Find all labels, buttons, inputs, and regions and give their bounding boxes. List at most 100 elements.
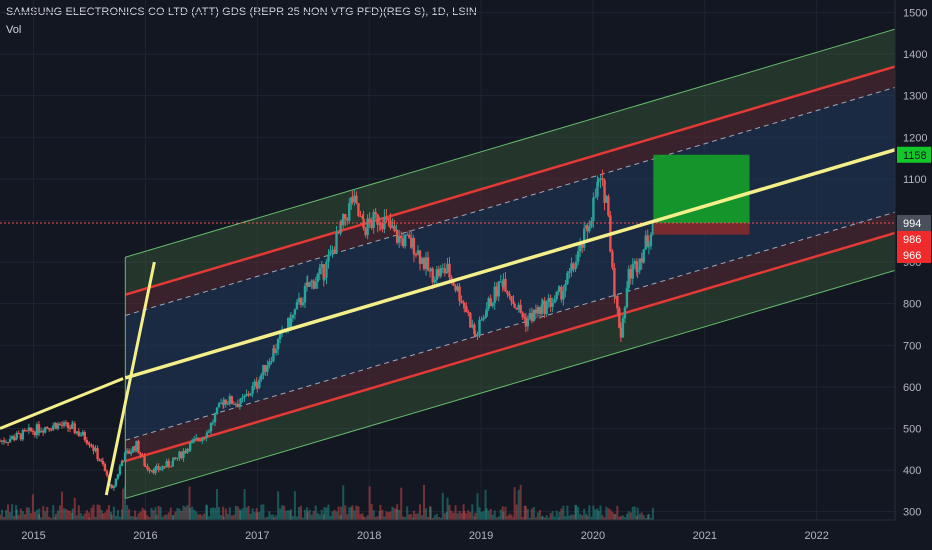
volume-bar (146, 515, 149, 520)
volume-bar (364, 517, 367, 520)
volume-bar (541, 515, 544, 520)
volume-bar (258, 511, 261, 520)
candle-body (152, 469, 155, 473)
candle-body (495, 286, 498, 297)
candle-body (323, 277, 326, 280)
volume-bar (420, 515, 423, 520)
volume-bar (499, 509, 502, 520)
candle-body (0, 440, 4, 442)
x-tick-label: 2016 (133, 530, 157, 542)
volume-bar (180, 510, 183, 520)
volume-bar (31, 494, 34, 520)
pitchfork-lines (0, 148, 896, 496)
candle-body (133, 446, 137, 451)
candle-body (327, 254, 330, 262)
y-tick-label: 500 (903, 423, 921, 435)
volume-bar (406, 506, 409, 520)
candle-body (103, 464, 107, 472)
candle-body (171, 460, 174, 467)
volume-bar (0, 514, 1, 520)
volume-bar (557, 517, 560, 520)
volume-bar (54, 513, 57, 520)
volume-bar (273, 517, 276, 520)
candle-body (270, 361, 273, 363)
candle-body (426, 257, 430, 271)
volume-bar (427, 516, 430, 520)
volume-bar (530, 508, 533, 520)
candle-body (191, 440, 194, 443)
volume-bar (5, 510, 8, 520)
candle-body (266, 365, 269, 372)
candle-body (613, 267, 616, 297)
candle-body (597, 179, 600, 182)
volume-bar (289, 510, 292, 520)
volume-bar (262, 504, 265, 520)
candle-body (391, 225, 394, 228)
volume-bar (234, 505, 237, 520)
volume-bar (383, 516, 386, 520)
volume-bar (238, 509, 241, 520)
candle-body (81, 432, 84, 436)
volume-bar (152, 510, 155, 520)
candle-body (251, 385, 254, 394)
volume-bar (188, 486, 191, 520)
candle-body (94, 448, 97, 451)
candle-body (611, 251, 614, 268)
time-axis: 2015 2016 2017 2018 2019 2020 2021 2022 (0, 519, 895, 542)
candle-body (401, 238, 405, 247)
candle-body (635, 261, 638, 273)
volume-bar (83, 513, 86, 520)
stop-zone (653, 222, 750, 235)
volume-bar (429, 507, 432, 520)
candle-body (631, 264, 634, 279)
price-badge-label: 1158 (903, 150, 927, 162)
volume-bar (98, 505, 101, 520)
price-badge (897, 246, 931, 263)
candle-body (105, 471, 109, 476)
volume-bar (429, 506, 432, 520)
volume-bar (609, 509, 612, 520)
volume-bar (33, 511, 36, 520)
volume-bar (534, 517, 537, 520)
volume-bar (58, 505, 61, 520)
candle-body (465, 305, 468, 312)
volume-bar (139, 511, 142, 520)
volume-bar (256, 512, 259, 520)
volume-bar (137, 513, 140, 520)
candle-body (366, 218, 369, 236)
candle-body (502, 278, 505, 287)
volume-bar (77, 505, 80, 520)
volume-bar (318, 514, 321, 520)
volume-bar (603, 517, 606, 520)
candle-body (651, 223, 655, 235)
candle-body (50, 429, 53, 431)
volume-bar (410, 514, 413, 520)
volume-bar (216, 489, 219, 520)
volume-bar (128, 509, 131, 520)
candle-body (381, 224, 384, 230)
candle-body (161, 466, 164, 470)
volume-bar (423, 484, 426, 520)
candle-body (165, 460, 168, 468)
volume-bar (460, 513, 463, 520)
volume-bar (193, 509, 196, 520)
candle-body (286, 317, 290, 331)
candle-body (590, 221, 593, 227)
candle-body (10, 436, 14, 440)
volume-bar (9, 512, 12, 520)
candle-body (558, 286, 561, 290)
candle-body (43, 427, 47, 433)
volume-bar (627, 511, 630, 520)
candle-body (209, 423, 213, 432)
volume-bar (48, 516, 51, 520)
candle-body (355, 195, 358, 204)
candle-body (510, 296, 513, 302)
volume-bar (398, 509, 401, 520)
volume-bar (144, 511, 147, 520)
volume-bar (60, 491, 63, 520)
volume-bar (251, 508, 254, 520)
volume-bar (456, 513, 459, 520)
candle-body (566, 273, 569, 285)
volume-bar (370, 504, 373, 520)
